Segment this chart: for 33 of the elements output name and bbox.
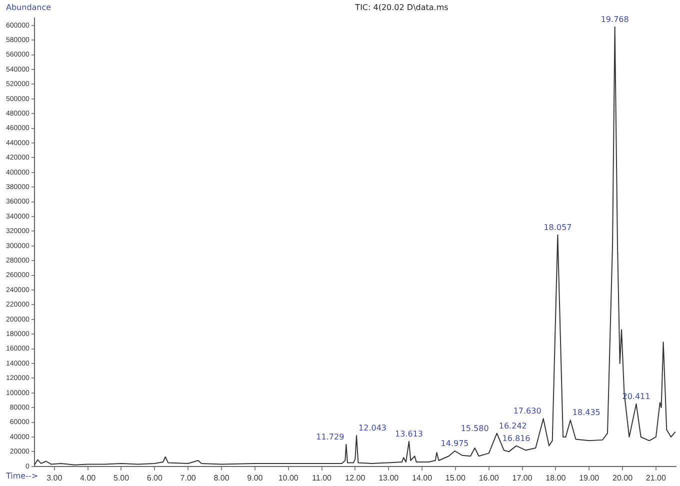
- annotation: 16.816: [502, 434, 530, 443]
- x-tick-label: 18.00: [546, 473, 566, 482]
- x-tick-label: 8.00: [214, 473, 230, 482]
- x-tick-label: 5.00: [113, 473, 130, 482]
- annotation: 15.580: [460, 424, 489, 434]
- annotation: 13.613: [394, 429, 423, 438]
- x-tick-label: 6.00: [146, 473, 163, 482]
- x-tick-label: 11.00: [312, 473, 332, 482]
- x-axis-title: Time-->: [5, 471, 38, 480]
- annotation: 12.043: [358, 424, 387, 433]
- x-tick-label: 4.00: [80, 473, 96, 482]
- annotation: 14.975: [440, 439, 469, 448]
- x-tick-label: 19.00: [579, 473, 600, 482]
- annotation: 16.242: [498, 421, 527, 430]
- x-tick-label: 3.00: [46, 473, 63, 482]
- x-tick-label: 15.00: [445, 473, 466, 482]
- y-axis-title: Abundance: [6, 3, 52, 12]
- x-tick-label: 7.00: [180, 473, 196, 482]
- x-tick-label: 16.00: [478, 473, 500, 482]
- x-tick-label: 9.00: [247, 473, 264, 482]
- x-tick-label: 13.00: [378, 473, 400, 482]
- x-tick-label: 21.00: [646, 473, 667, 482]
- annotation: 18.435: [572, 408, 600, 418]
- annotation: 17.630: [513, 406, 542, 416]
- x-tick-label: 10.00: [278, 473, 299, 482]
- x-tick-label: 14.00: [412, 473, 433, 482]
- annotation: 11.729: [316, 432, 344, 442]
- chart-title: TIC: 4(20.02 D\data.ms: [354, 3, 448, 12]
- x-tick-label: 12.00: [345, 473, 366, 482]
- annotation: 19.768: [600, 14, 629, 24]
- annotation: 18.057: [544, 222, 572, 232]
- x-tick-label: 20.00: [612, 473, 634, 482]
- x-tick-label: 17.00: [512, 473, 533, 482]
